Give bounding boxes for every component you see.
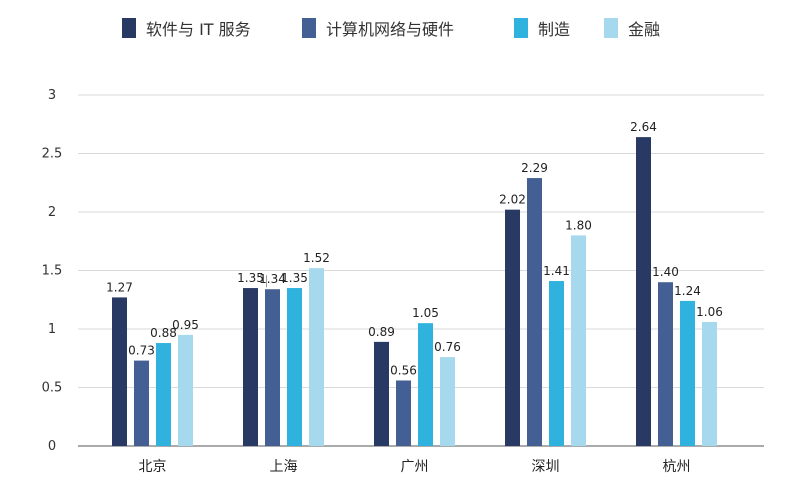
legend-swatch [122,18,136,38]
data-label: 1.27 [106,280,133,294]
data-label: 0.76 [434,340,461,354]
data-label: 1.06 [696,305,723,319]
legend-swatch [514,18,528,38]
bar-3-2 [287,288,302,446]
y-tick-label: 3 [48,88,56,103]
data-label: 1.34 [259,272,286,286]
x-category-label: 上海 [270,459,298,475]
legend-swatch [604,18,618,38]
y-tick-label: 0 [48,439,56,454]
data-label: 1.35 [237,271,264,285]
data-label: 2.02 [499,193,526,207]
data-label: 1.52 [303,251,330,265]
bar-2-1 [134,360,149,446]
y-tick-label: 1.5 [42,264,63,279]
y-tick-label: 2.5 [42,147,63,162]
bar-2-3 [396,380,411,446]
legend-item-finance: 金融 [604,14,660,42]
bar-4-5 [702,321,717,446]
bar-2-4 [527,178,542,446]
data-label: 1.24 [674,284,701,298]
y-tick-label: 2 [48,205,56,220]
legend-item-software-it: 软件与 IT 服务 [122,14,251,42]
bar-3-4 [549,281,564,446]
bar-1-4 [505,209,520,446]
bar-2-2 [265,289,280,446]
bar-1-2 [243,288,258,446]
x-category-label: 北京 [139,459,167,475]
bar-1-1 [112,297,127,446]
bar-4-4 [571,235,586,446]
data-label: 2.29 [521,161,548,175]
bar-4-2 [309,268,324,446]
data-label: 1.80 [565,218,592,232]
x-category-label: 深圳 [532,459,560,475]
legend-label: 制造 [538,20,571,39]
legend-label: 金融 [628,20,661,39]
legend-swatch [302,18,316,38]
legend: 软件与 IT 服务 计算机网络与硬件 制造 金融 [0,14,800,44]
bar-4-1 [178,334,193,446]
legend-label: 计算机网络与硬件 [326,20,455,39]
data-label: 1.05 [412,306,439,320]
bar-3-3 [418,323,433,446]
data-label: 0.89 [368,325,395,339]
legend-item-manufacturing: 制造 [514,14,570,42]
data-label: 0.56 [390,363,417,377]
bar-4-3 [440,357,455,446]
bar-3-5 [680,300,695,446]
data-label: 1.35 [281,271,308,285]
legend-item-network-hardware: 计算机网络与硬件 [302,14,454,42]
data-label: 0.73 [128,344,155,358]
y-tick-label: 0.5 [42,381,63,396]
bar-3-1 [156,343,171,446]
x-category-label: 广州 [401,459,429,475]
data-label: 2.64 [630,120,657,134]
legend-label: 软件与 IT 服务 [146,20,251,39]
y-tick-label: 1 [48,322,56,337]
data-label: 1.40 [652,265,679,279]
bar-1-3 [374,341,389,446]
data-label: 0.95 [172,318,199,332]
bar-2-5 [658,282,673,446]
bar-1-5 [636,137,651,446]
data-label: 0.88 [150,326,177,340]
x-category-label: 杭州 [663,459,691,475]
data-label: 1.41 [543,264,570,278]
